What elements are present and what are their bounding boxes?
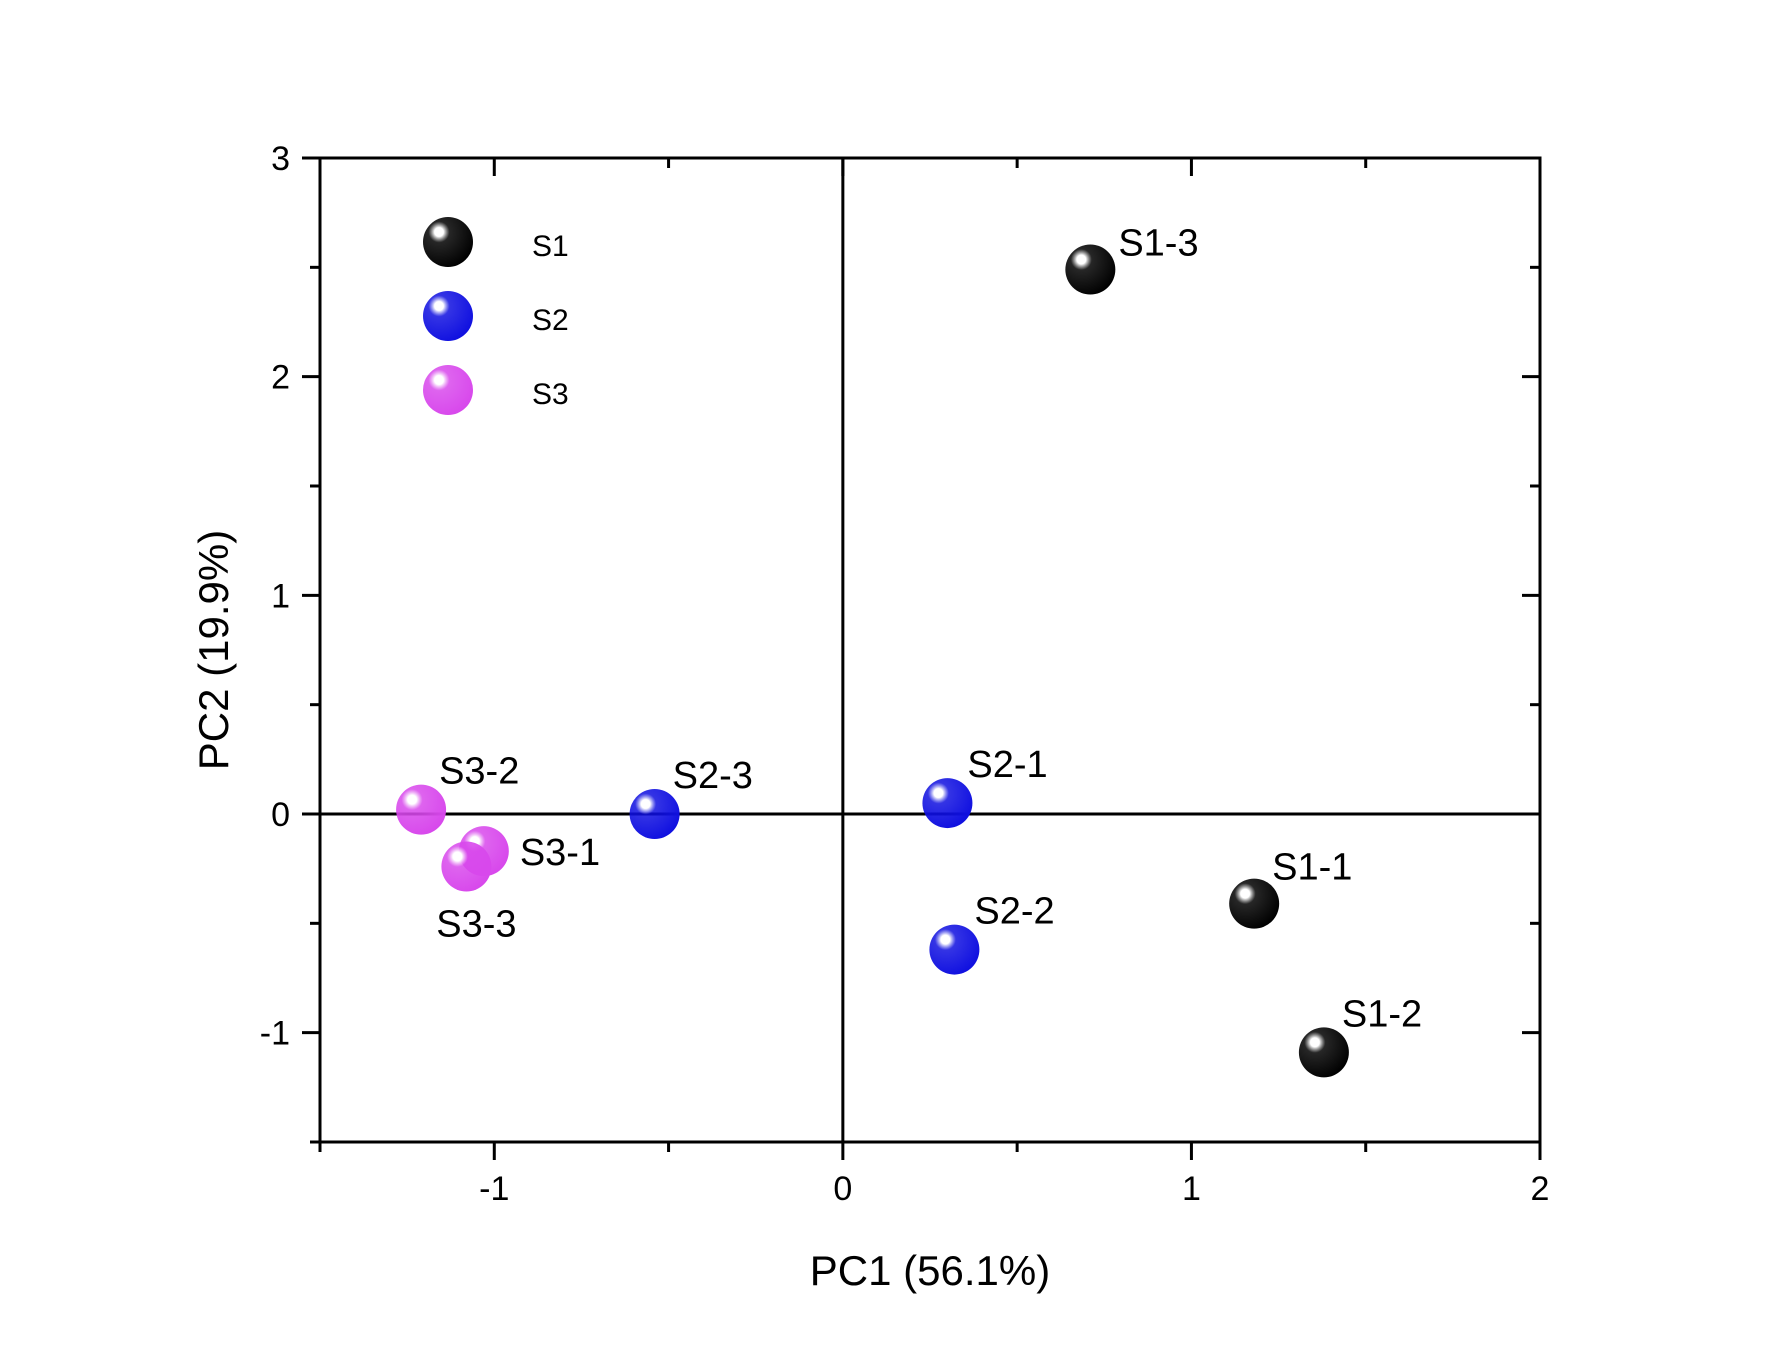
data-point — [929, 924, 980, 975]
y-axis-title: PC2 (19.9%) — [190, 530, 237, 770]
y-tick-label: 1 — [271, 577, 290, 615]
plot-frame — [318, 156, 1542, 1144]
legend-marker — [423, 365, 473, 415]
x-tick-label: 0 — [833, 1170, 852, 1208]
point-label: S2-1 — [967, 744, 1047, 786]
point-label: S1-2 — [1342, 993, 1422, 1035]
point-label: S1-1 — [1272, 847, 1352, 889]
y-tick-label: -1 — [260, 1015, 290, 1053]
x-tick-label: 2 — [1531, 1170, 1550, 1208]
point-label: S3-2 — [439, 751, 519, 793]
data-point — [1065, 244, 1116, 295]
x-tick-label: 1 — [1182, 1170, 1201, 1208]
y-tick-label: 2 — [271, 359, 290, 397]
data-point — [441, 841, 492, 892]
point-label: S2-2 — [974, 891, 1054, 933]
point-label: S1-3 — [1118, 223, 1198, 265]
y-tick-label: 3 — [271, 140, 290, 178]
data-point — [1298, 1027, 1349, 1078]
point-label: S3-1 — [520, 832, 600, 874]
legend-label: S1 — [532, 230, 569, 263]
data-point — [629, 789, 680, 839]
legend-label: S2 — [532, 304, 569, 337]
legend: S1 S2 S3 — [423, 217, 569, 415]
x-tick-label: -1 — [479, 1170, 509, 1208]
legend-label: S3 — [532, 378, 569, 411]
legend-marker — [423, 217, 473, 267]
legend-marker — [423, 291, 473, 341]
points-layer: S1-1 S1-2 S1-3 S2-1 S2-2 S2-3 S3-1S3-2 S3-3 — [396, 223, 1422, 1078]
data-point — [1229, 878, 1280, 929]
point-label: S3-3 — [436, 903, 516, 945]
axes-layer: -1 0 1 2 -1 0 1 2 3 — [260, 140, 1550, 1208]
x-axis-title: PC1 (56.1%) — [810, 1247, 1050, 1294]
data-point — [922, 778, 973, 829]
data-point — [396, 784, 447, 835]
point-label: S2-3 — [673, 755, 753, 797]
y-tick-label: 0 — [271, 796, 290, 834]
